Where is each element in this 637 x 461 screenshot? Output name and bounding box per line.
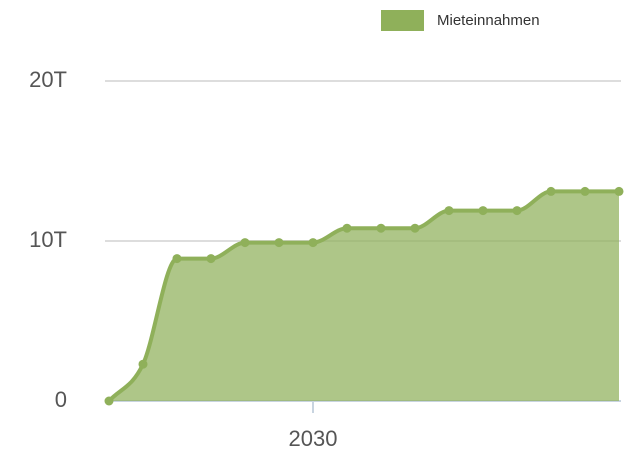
- y-tick-label: 0: [55, 387, 67, 412]
- data-point: [342, 223, 352, 233]
- y-tick-label: 10T: [29, 227, 67, 252]
- data-point: [308, 238, 318, 248]
- data-point: [580, 186, 590, 196]
- data-point: [274, 238, 284, 248]
- data-point: [512, 206, 522, 216]
- data-point: [614, 186, 624, 196]
- data-point: [478, 206, 488, 216]
- data-point: [172, 254, 182, 264]
- y-tick-label: 20T: [29, 67, 67, 92]
- x-tick-label: 2030: [289, 426, 338, 451]
- data-point: [410, 223, 420, 233]
- data-point: [444, 206, 454, 216]
- data-point: [104, 396, 114, 406]
- legend-swatch: [381, 10, 424, 31]
- data-point: [206, 254, 216, 264]
- data-point: [240, 238, 250, 248]
- data-point: [546, 186, 556, 196]
- area-fill: [109, 191, 619, 401]
- line: [107, 189, 619, 403]
- legend-label: Mieteinnahmen: [437, 12, 540, 29]
- data-point: [376, 223, 386, 233]
- data-point: [138, 359, 148, 369]
